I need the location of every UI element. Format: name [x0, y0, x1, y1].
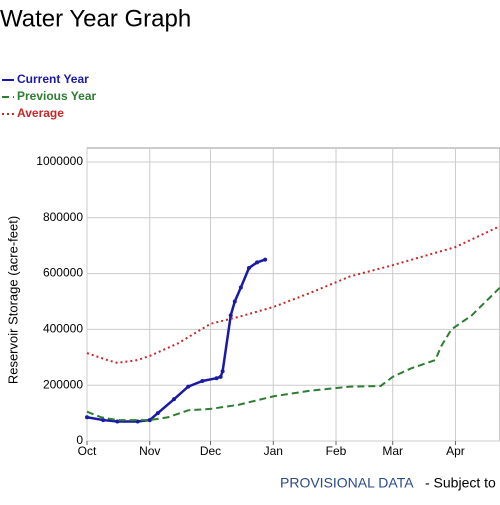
plot-area	[86, 147, 500, 442]
legend-label: Previous Year	[17, 89, 96, 103]
y-tick-label: 0	[76, 433, 83, 447]
y-tick-label: 200000	[43, 377, 83, 391]
y-tick-label: 1000000	[36, 154, 83, 168]
footer-provisional: PROVISIONAL DATA	[280, 475, 414, 491]
data-point	[220, 369, 225, 374]
data-point	[147, 418, 152, 423]
data-point	[200, 379, 205, 384]
data-point	[115, 419, 120, 424]
legend-label: Current Year	[17, 72, 89, 86]
x-tick-label: Apr	[446, 444, 465, 458]
x-tick-label: Dec	[200, 444, 221, 458]
data-point	[255, 260, 260, 265]
data-point	[155, 411, 160, 416]
data-point	[238, 285, 243, 290]
x-tick-label: Feb	[326, 444, 347, 458]
x-tick-label: Oct	[78, 444, 97, 458]
y-tick-label: 400000	[43, 322, 83, 336]
x-tick-label: Nov	[139, 444, 160, 458]
series-line	[86, 225, 500, 364]
legend-label: Average	[17, 106, 64, 120]
data-point	[101, 418, 106, 423]
x-tick-label: Mar	[382, 444, 403, 458]
data-point	[232, 299, 237, 304]
y-tick-label: 600000	[43, 266, 83, 280]
data-point	[186, 384, 191, 389]
chart-title: Water Year Graph	[0, 5, 191, 32]
data-point	[263, 257, 268, 262]
y-tick-label: 800000	[43, 210, 83, 224]
data-point	[218, 374, 223, 379]
series-line	[86, 286, 500, 422]
data-point	[172, 397, 177, 402]
data-point	[85, 415, 89, 420]
data-point	[214, 376, 219, 381]
footer-note: - Subject to	[425, 475, 496, 491]
x-tick-label: Jan	[264, 444, 283, 458]
data-point	[246, 265, 251, 270]
data-point	[228, 313, 233, 318]
series-line	[86, 258, 266, 423]
y-axis-label: Reservoir Storage (acre-feet)	[5, 216, 20, 384]
